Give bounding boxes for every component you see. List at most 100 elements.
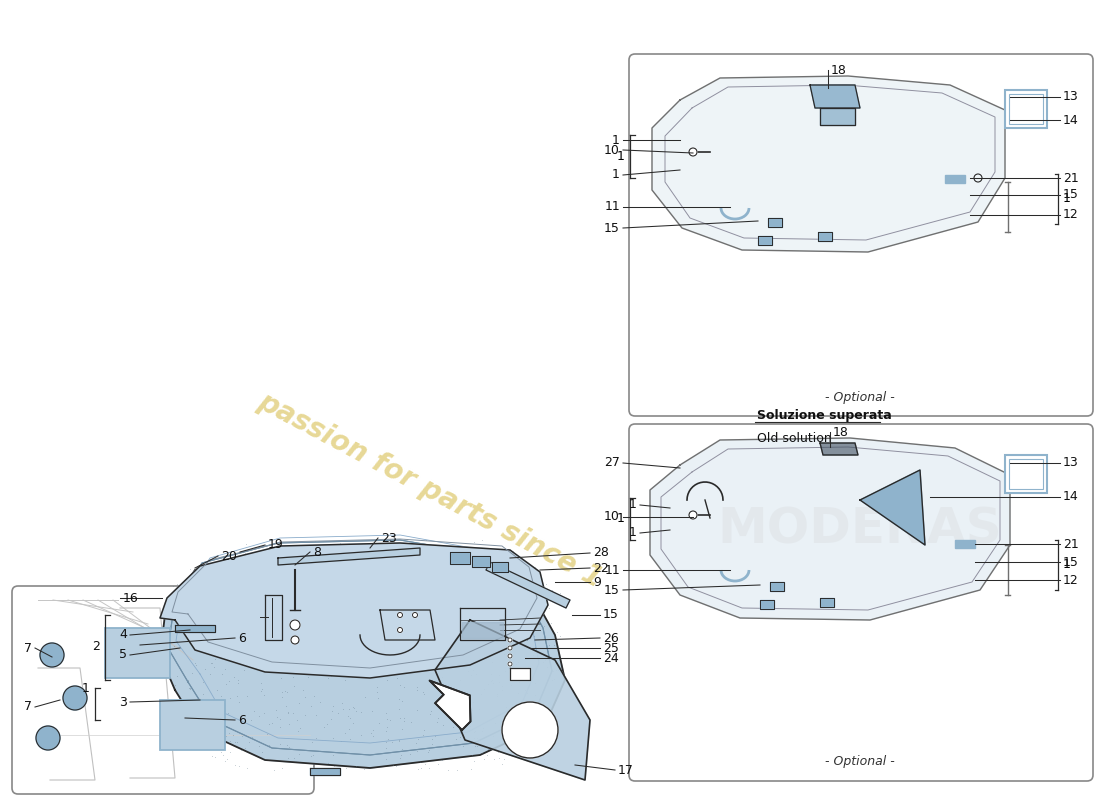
Point [198, 562, 216, 575]
Text: 23: 23 [381, 531, 397, 545]
Point [434, 648, 452, 661]
Point [362, 657, 380, 670]
Point [452, 612, 470, 625]
Point [449, 583, 466, 596]
Point [443, 624, 461, 637]
Point [296, 690, 314, 703]
Point [488, 645, 506, 658]
Point [395, 547, 412, 560]
Point [239, 574, 256, 587]
Point [356, 691, 374, 704]
Point [510, 590, 528, 603]
Point [355, 762, 373, 775]
Point [496, 566, 514, 578]
Point [418, 653, 436, 666]
Point [416, 661, 433, 674]
Point [191, 626, 209, 639]
Point [207, 751, 224, 764]
Point [377, 706, 395, 719]
Point [229, 674, 246, 686]
Point [437, 648, 454, 661]
Polygon shape [492, 562, 508, 572]
Point [252, 684, 270, 697]
Point [257, 566, 275, 578]
Point [359, 552, 376, 565]
Point [475, 752, 493, 765]
Point [433, 644, 451, 657]
Point [315, 650, 332, 663]
Point [222, 650, 240, 662]
Point [211, 650, 229, 663]
Point [514, 628, 531, 641]
Point [438, 560, 455, 573]
Point [352, 640, 370, 653]
Point [272, 672, 289, 685]
Point [491, 751, 508, 764]
Point [482, 674, 499, 687]
Point [305, 748, 322, 761]
Point [491, 668, 508, 681]
Point [364, 704, 382, 717]
Point [268, 711, 286, 724]
Point [222, 619, 240, 632]
Point [177, 574, 195, 586]
Point [476, 571, 494, 584]
Point [416, 687, 433, 700]
Point [442, 566, 460, 578]
Polygon shape [860, 470, 925, 545]
Point [466, 740, 484, 753]
Point [459, 624, 476, 637]
Point [392, 711, 409, 724]
Point [297, 709, 315, 722]
Point [551, 630, 569, 642]
Point [323, 705, 341, 718]
Point [494, 586, 512, 598]
Point [255, 627, 273, 640]
Point [422, 654, 440, 666]
Point [187, 644, 205, 657]
Point [212, 708, 230, 721]
Point [518, 686, 536, 699]
Point [425, 584, 442, 597]
Point [521, 600, 539, 613]
Point [240, 557, 257, 570]
Point [284, 663, 301, 676]
Point [495, 734, 513, 747]
Text: 12: 12 [1063, 574, 1079, 586]
Point [320, 672, 338, 685]
Point [353, 634, 371, 646]
Point [301, 700, 319, 713]
Point [390, 702, 408, 715]
Circle shape [689, 148, 697, 156]
FancyBboxPatch shape [629, 424, 1093, 781]
Point [224, 571, 242, 584]
Point [418, 567, 436, 580]
Polygon shape [820, 598, 834, 607]
Point [503, 631, 520, 644]
Point [493, 731, 510, 744]
Point [462, 596, 480, 609]
Text: 15: 15 [603, 609, 619, 622]
Point [324, 748, 342, 761]
Point [227, 641, 244, 654]
Text: Old solution: Old solution [757, 432, 832, 445]
Point [466, 667, 484, 680]
Point [540, 639, 558, 652]
Point [265, 763, 283, 776]
Point [432, 686, 450, 698]
Point [358, 593, 375, 606]
Point [218, 753, 235, 766]
Point [323, 637, 341, 650]
Point [480, 743, 497, 756]
Point [368, 686, 386, 699]
Point [503, 679, 520, 692]
Point [362, 541, 380, 554]
Point [328, 590, 345, 603]
Point [208, 610, 226, 622]
Point [285, 659, 303, 672]
Point [361, 623, 378, 636]
Point [287, 754, 305, 767]
Point [202, 594, 220, 606]
Point [438, 594, 455, 607]
Point [384, 629, 402, 642]
